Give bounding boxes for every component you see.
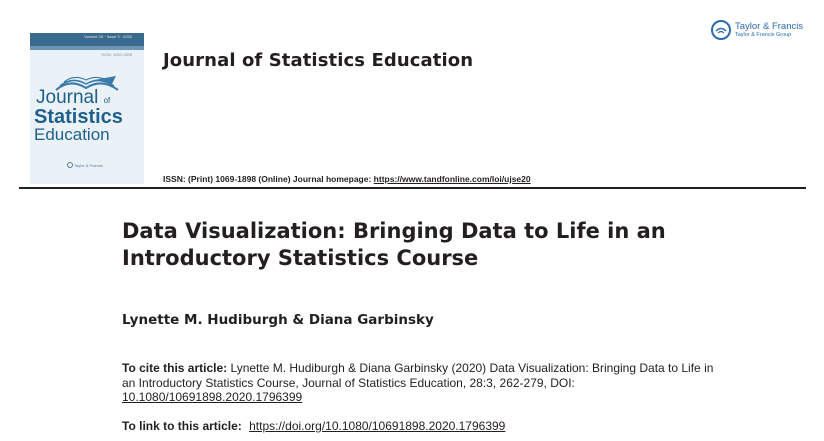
- link-label: To link to this article:: [122, 419, 246, 433]
- publisher-name: Taylor & Francis: [735, 21, 804, 32]
- cover-title-of: of: [103, 96, 111, 105]
- journal-cover-image: Volume 28 · Issue 3 · 2020 ISSN: 1069-18…: [30, 33, 144, 184]
- journal-title: Journal of Statistics Education: [163, 50, 474, 71]
- publisher-group: Taylor & Francis Group: [735, 32, 792, 38]
- cover-title-journal: Journal: [36, 87, 99, 108]
- journal-homepage-link[interactable]: https://www.tandfonline.com/loi/ujse20: [373, 174, 531, 184]
- article-title: Data Visualization: Bringing Data to Lif…: [122, 219, 666, 270]
- article-link-line: To link to this article: https://doi.org…: [122, 419, 505, 433]
- doi-link[interactable]: 10.1080/10691898.2020.1796399: [122, 390, 303, 404]
- cover-publisher-text: Taylor & Francis: [74, 163, 103, 168]
- cover-title: Journal of Statistics Education: [34, 87, 144, 144]
- cover-stripe: [30, 46, 144, 50]
- issn-label: ISSN: (Print) 1069-1898 (Online) Journal…: [163, 174, 374, 184]
- citation-label: To cite this article:: [122, 361, 228, 375]
- open-book-icon: [55, 76, 119, 91]
- citation-block: To cite this article: Lynette M. Hudibur…: [122, 361, 722, 405]
- taylor-francis-logo-icon: [711, 20, 731, 40]
- header-divider: [19, 187, 806, 189]
- publisher-logo[interactable]: Taylor & Francis Taylor & Francis Group: [711, 20, 807, 44]
- cover-top-bar: Volume 28 · Issue 3 · 2020: [30, 33, 144, 46]
- cover-title-statistics: Statistics: [34, 106, 123, 128]
- issn-line: ISSN: (Print) 1069-1898 (Online) Journal…: [163, 174, 531, 184]
- citation-text: Lynette M. Hudiburgh & Diana Garbinsky (…: [122, 361, 714, 390]
- cover-volume-text: ISSN: 1069-1898: [101, 52, 132, 57]
- article-authors: Lynette M. Hudiburgh & Diana Garbinsky: [122, 312, 434, 328]
- cover-bar-text: Volume 28 · Issue 3 · 2020: [84, 34, 132, 39]
- cover-publisher-icon: [67, 162, 73, 168]
- article-doi-url-link[interactable]: https://doi.org/10.1080/10691898.2020.17…: [249, 419, 506, 433]
- cover-title-education: Education: [34, 125, 110, 144]
